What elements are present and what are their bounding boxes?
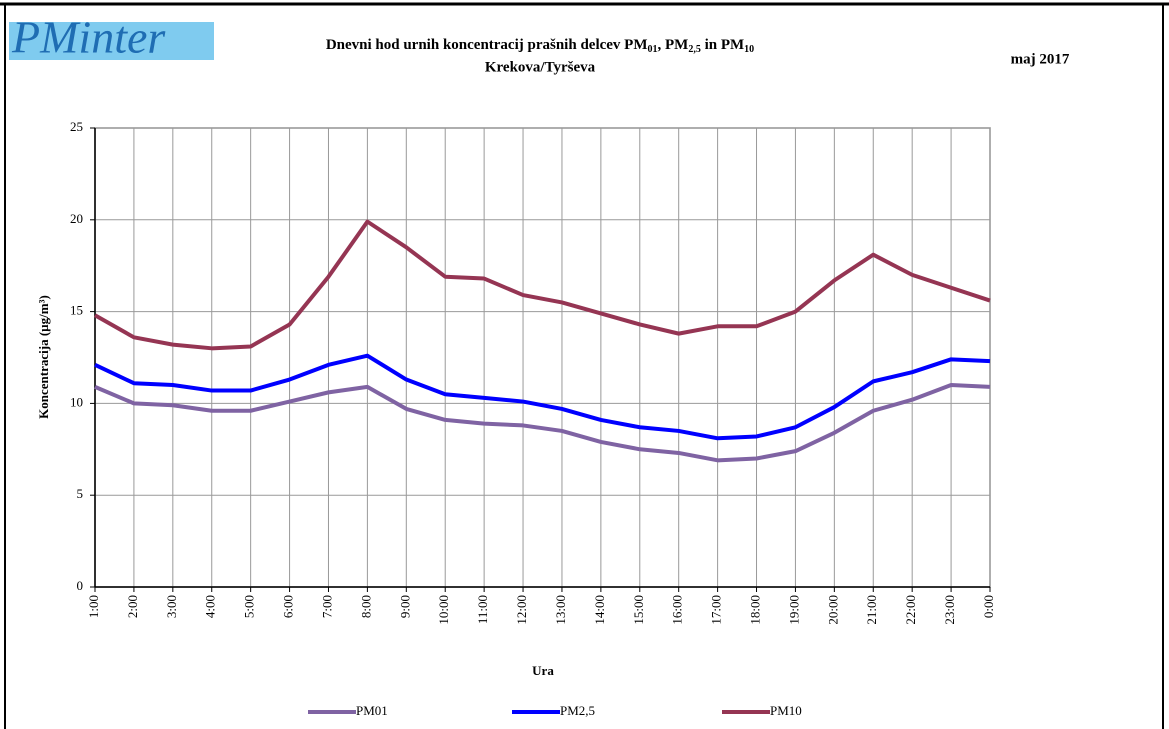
x-tick-label: 12:00: [514, 595, 529, 625]
x-tick-label: 5:00: [242, 595, 257, 618]
data-line: [94, 353, 991, 441]
x-tick-label: 20:00: [825, 595, 840, 625]
title-part: in PM: [701, 37, 744, 53]
y-tick-label: 10: [70, 394, 83, 409]
y-tick-label: 25: [70, 119, 83, 134]
y-axis-label: Koncentracija (µg/m³): [36, 295, 51, 419]
data-line: [94, 219, 991, 351]
legend-label: PM01: [356, 703, 388, 718]
plot-area: [94, 127, 991, 588]
x-tick-label: 22:00: [903, 595, 918, 625]
x-tick-label: 8:00: [358, 595, 373, 618]
x-tick-label: 19:00: [786, 595, 801, 625]
x-tick-label: 14:00: [592, 595, 607, 625]
date-label: maj 2017: [1011, 51, 1070, 67]
title-part: 01: [648, 44, 658, 55]
legend-label: PM10: [770, 703, 802, 718]
x-tick-label: 23:00: [942, 595, 957, 625]
x-tick-label: 1:00: [86, 595, 101, 618]
chart-title: Dnevni hod urnih koncentracij prašnih de…: [326, 37, 754, 55]
x-axis-label: Ura: [532, 663, 554, 678]
x-tick-label: 9:00: [397, 595, 412, 618]
y-tick-label: 15: [70, 303, 83, 318]
x-tick-label: 3:00: [164, 595, 179, 618]
x-tick-label: 11:00: [475, 595, 490, 624]
y-tick-label: 5: [77, 486, 84, 501]
x-tick-label: 15:00: [631, 595, 646, 625]
y-tick-label: 0: [77, 578, 84, 593]
legend-label: PM2,5: [560, 703, 595, 718]
x-tick-label: 10:00: [436, 595, 451, 625]
x-tick-label: 17:00: [709, 595, 724, 625]
title-part: 2,5: [688, 44, 701, 55]
title-part: Dnevni hod urnih koncentracij prašnih de…: [326, 37, 648, 53]
x-tick-label: 16:00: [670, 595, 685, 625]
chart-subtitle: Krekova/Tyrševa: [485, 59, 596, 75]
data-line: [94, 383, 991, 463]
x-tick-label: 7:00: [319, 595, 334, 618]
x-tick-label: 4:00: [203, 595, 218, 618]
x-tick-label: 0:00: [981, 595, 996, 618]
x-tick-label: 21:00: [864, 595, 879, 625]
x-tick-label: 13:00: [553, 595, 568, 625]
title-part: 10: [744, 44, 754, 55]
x-tick-label: 18:00: [748, 595, 763, 625]
logo: PMinter: [11, 12, 166, 63]
y-tick-label: 20: [70, 211, 83, 226]
x-tick-label: 6:00: [281, 595, 296, 618]
logo-background: [9, 22, 214, 60]
x-tick-label: 2:00: [125, 595, 140, 618]
title-part: , PM: [658, 37, 689, 53]
